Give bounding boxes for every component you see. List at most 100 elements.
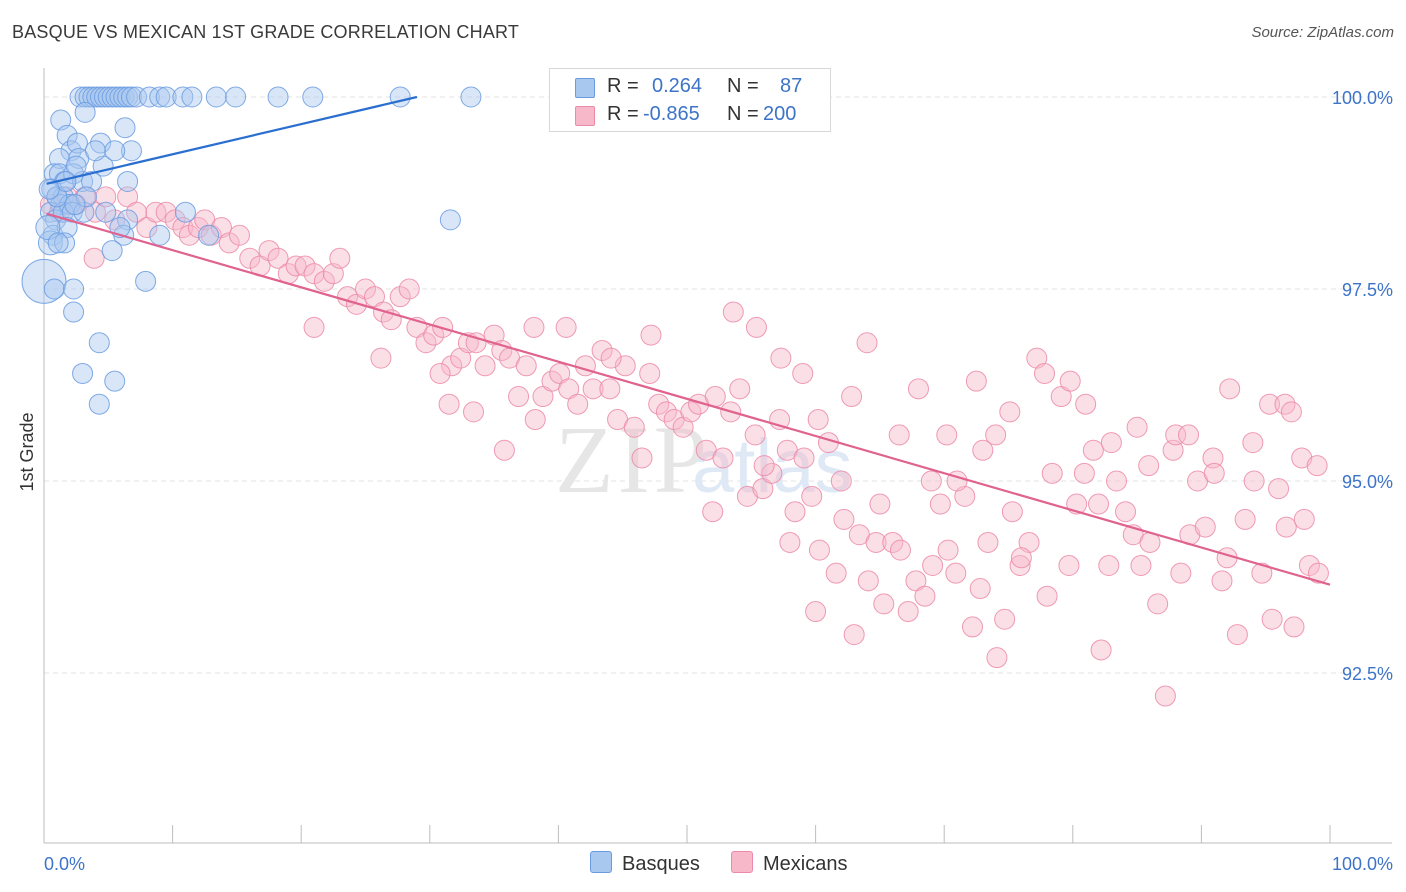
basques-point: [63, 301, 85, 323]
legend-row-mexicans: R = -0.865 N = 200: [550, 100, 830, 130]
mexicans-point: [567, 393, 589, 415]
mexicans-trend-line: [46, 212, 1331, 586]
basques-point: [74, 101, 96, 123]
mexicans-point: [999, 401, 1021, 423]
mexicans-point: [712, 447, 734, 469]
basques-point: [460, 86, 482, 108]
mexicans-point: [856, 332, 878, 354]
mexicans-point: [591, 339, 613, 361]
mexicans-point: [155, 201, 177, 223]
mexicans-point: [1307, 562, 1329, 584]
mexicans-point: [83, 247, 105, 269]
mexicans-point: [1073, 462, 1095, 484]
basques-point: [63, 278, 85, 300]
basques-point: [75, 186, 97, 208]
mexicans-point: [907, 378, 929, 400]
mexicans-point: [398, 278, 420, 300]
mexicans-point: [515, 355, 537, 377]
y-axis-title: 1st Grade: [17, 412, 37, 491]
watermark-zip: ZIP: [555, 406, 711, 513]
basques-point: [88, 332, 110, 354]
mexicans-point: [441, 355, 463, 377]
mexicans-point: [574, 355, 596, 377]
basques-point: [64, 194, 86, 216]
mexicans-point: [1211, 570, 1233, 592]
mexicans-point: [474, 355, 496, 377]
mexicans-point: [164, 209, 186, 231]
mexicans-point: [465, 332, 487, 354]
basques-trend-line: [46, 95, 418, 185]
basques-point: [174, 201, 196, 223]
mexicans-point: [1219, 378, 1241, 400]
mexicans-point: [126, 201, 148, 223]
mexicans-point: [945, 562, 967, 584]
mexicans-point: [600, 347, 622, 369]
mexicans-point: [1018, 531, 1040, 553]
mexicans-point: [582, 378, 604, 400]
mexicans-point: [355, 278, 376, 300]
gridlines: [44, 96, 1392, 674]
mexicans-point: [857, 570, 879, 592]
mexicans-point: [1075, 393, 1097, 415]
basques-point: [135, 270, 157, 292]
mexicans-point: [329, 247, 351, 269]
mexicans-point: [889, 539, 911, 561]
mexicans-point: [843, 624, 865, 646]
mexicans-point: [1059, 370, 1081, 392]
mexicans-point: [1165, 424, 1187, 446]
mexicans-point: [95, 186, 117, 208]
mexicans-point: [1306, 455, 1328, 477]
trend-lines: [46, 95, 1331, 586]
mexicans-point: [415, 332, 437, 354]
mexicans-point: [1291, 447, 1313, 469]
n-label: N =: [727, 103, 759, 125]
mexicans-point: [922, 554, 944, 576]
mexicans-point: [1259, 393, 1281, 415]
basques-point: [302, 86, 324, 108]
basques-point: [38, 178, 60, 200]
r-value: -0.865: [643, 103, 700, 125]
mexicans-point: [438, 393, 460, 415]
mexicans-point: [761, 462, 783, 484]
mexicans-point: [793, 447, 815, 469]
basques-point: [47, 232, 69, 254]
basques-point: [267, 86, 289, 108]
basques-point: [120, 140, 142, 162]
mexicans-point: [792, 362, 814, 384]
mexicans-point: [1203, 462, 1225, 484]
mexicans-point: [1162, 439, 1184, 461]
mexicans-point: [1298, 554, 1320, 576]
n-value: 200: [763, 103, 797, 125]
mexicans-point: [370, 347, 392, 369]
mexicans-point: [210, 217, 232, 239]
mexicans-point: [508, 386, 530, 408]
mexicans-point: [972, 439, 994, 461]
mexicans-point: [1041, 462, 1063, 484]
x-tick-label-max: 100.0%: [1332, 854, 1393, 874]
basques-point: [149, 224, 171, 246]
mexicans-point: [830, 470, 852, 492]
mexicans-point: [463, 401, 485, 423]
mexicans-point: [1283, 616, 1305, 638]
mexicans-point: [807, 409, 829, 431]
mexicans-point: [1036, 585, 1058, 607]
legend-basques[interactable]: Basques: [590, 851, 700, 876]
mexicans-point: [294, 255, 316, 277]
mexicans-point: [1178, 424, 1200, 446]
axis-labels: 100.0% 97.5% 95.0% 92.5% 0.0% 100.0% 1st Grade: [17, 88, 1393, 874]
r-label: R =: [607, 103, 639, 125]
basques-legend-swatch: [590, 851, 612, 873]
mexicans-point: [961, 616, 983, 638]
basques-point: [104, 140, 126, 162]
mexicans-point: [639, 362, 661, 384]
mexicans-point: [954, 485, 976, 507]
basques-point: [95, 201, 117, 223]
mexicans-point: [1268, 478, 1290, 500]
mexicans-point: [623, 416, 645, 438]
mexicans-point: [1147, 593, 1169, 615]
y-tick-label: 95.0%: [1342, 472, 1393, 492]
mexicans-point: [429, 362, 451, 384]
mexicans-point: [303, 263, 325, 285]
mexicans-legend-swatch: [731, 851, 753, 873]
legend-mexicans[interactable]: Mexicans: [731, 851, 847, 876]
